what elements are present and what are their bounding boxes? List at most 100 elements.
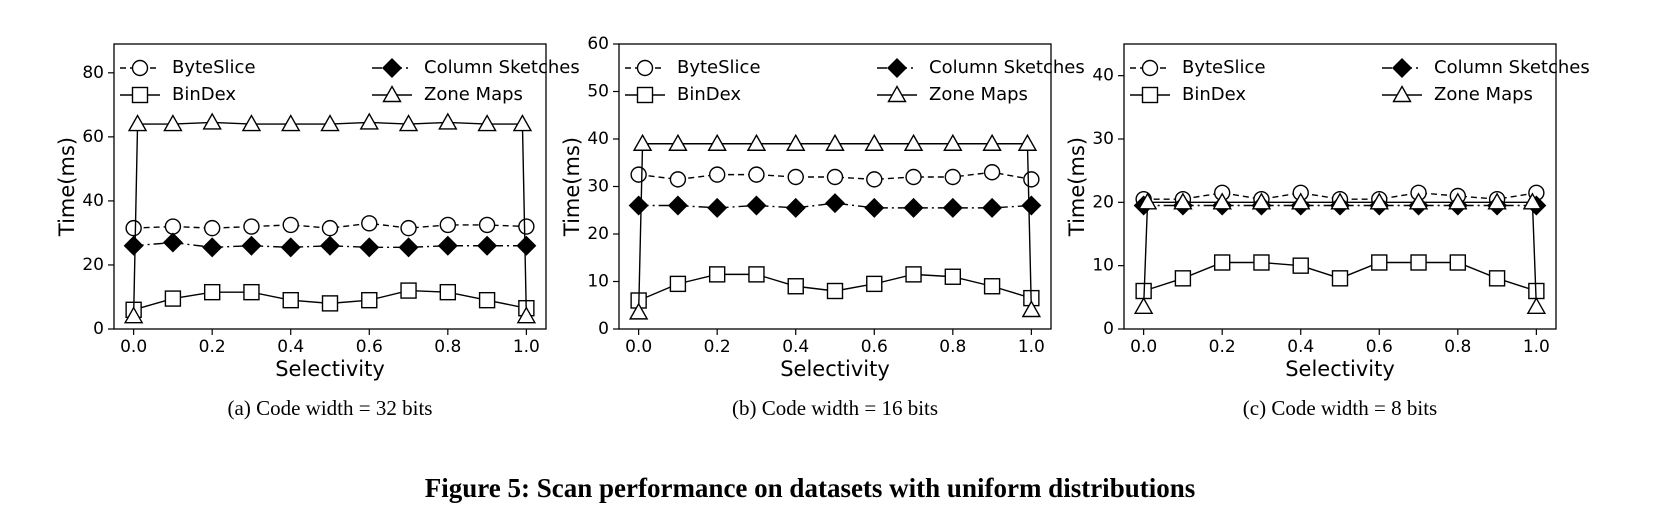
marker — [748, 266, 765, 283]
legend-marker — [636, 86, 654, 104]
series-line — [1143, 192, 1537, 200]
marker — [398, 114, 419, 132]
legend-marker — [1141, 59, 1159, 77]
marker — [280, 237, 301, 258]
y-tick-label: 0 — [598, 319, 609, 339]
x-tick-label: 0.4 — [782, 337, 809, 357]
marker — [321, 295, 339, 312]
y-tick-label: 10 — [1092, 256, 1114, 276]
marker — [400, 219, 417, 237]
x-axis-label: Selectivity — [275, 357, 385, 381]
legend-marker — [382, 85, 402, 103]
y-tick-label: 20 — [1092, 192, 1114, 212]
marker — [518, 218, 535, 235]
marker — [477, 114, 497, 132]
legend-marker — [131, 59, 149, 77]
legend-marker — [1141, 86, 1159, 104]
marker — [1213, 254, 1231, 271]
legend-label: Column Sketches — [1434, 57, 1590, 78]
x-tick-label: 0.6 — [861, 337, 888, 357]
marker — [826, 282, 844, 300]
marker — [241, 114, 262, 132]
marker — [944, 168, 962, 186]
legend-marker — [887, 85, 907, 103]
marker — [162, 232, 183, 253]
chart-subtitle: (a) Code width = 32 bits — [228, 396, 433, 420]
marker — [1449, 254, 1467, 271]
marker — [1137, 192, 1158, 210]
y-axis-label: Time(ms) — [560, 137, 584, 237]
y-tick-label: 60 — [587, 34, 609, 54]
marker — [125, 219, 142, 237]
series-line — [1142, 201, 1538, 307]
marker — [669, 171, 687, 188]
marker — [320, 114, 340, 132]
marker — [438, 112, 458, 130]
legend-label: BinDex — [1182, 84, 1246, 105]
marker — [630, 166, 647, 183]
plot-frame — [113, 43, 547, 330]
marker — [982, 133, 1002, 151]
y-tick-label: 30 — [587, 177, 609, 197]
marker — [905, 266, 922, 283]
marker — [282, 291, 299, 309]
legend-marker — [1392, 58, 1412, 78]
marker — [203, 283, 221, 301]
legend-marker — [887, 58, 907, 78]
marker — [1021, 195, 1042, 216]
marker — [786, 133, 806, 151]
marker — [361, 291, 378, 309]
x-tick-label: 0.0 — [625, 337, 652, 357]
marker — [439, 283, 457, 301]
marker — [825, 133, 845, 151]
x-tick-label: 1.0 — [1018, 337, 1045, 357]
marker — [864, 133, 884, 151]
marker — [1526, 296, 1547, 315]
marker — [1487, 192, 1507, 210]
marker — [164, 290, 182, 307]
marker — [1021, 300, 1042, 318]
marker — [243, 218, 260, 235]
y-tick-label: 0 — [1103, 319, 1114, 339]
legend-label: ByteSlice — [677, 57, 761, 78]
legend-label: BinDex — [677, 84, 741, 105]
marker — [866, 171, 883, 188]
marker — [202, 237, 223, 258]
marker — [787, 278, 804, 295]
marker — [359, 112, 379, 130]
marker — [1371, 254, 1388, 271]
x-tick-label: 0.4 — [1287, 337, 1314, 357]
y-tick-label: 20 — [587, 224, 609, 244]
marker — [785, 197, 806, 218]
x-tick-label: 0.8 — [1444, 337, 1471, 357]
y-tick-label: 80 — [82, 63, 104, 83]
legend-label: ByteSlice — [172, 57, 256, 78]
legend-label: Zone Maps — [929, 84, 1028, 105]
marker — [516, 235, 537, 256]
marker — [320, 235, 340, 256]
marker — [982, 197, 1003, 218]
marker — [983, 164, 1001, 181]
marker — [361, 215, 378, 232]
marker — [1133, 296, 1154, 315]
marker — [1291, 192, 1311, 210]
legend-label: Column Sketches — [929, 57, 1085, 78]
marker — [163, 114, 183, 132]
legend-label: BinDex — [172, 84, 236, 105]
marker — [127, 114, 148, 132]
x-tick-label: 1.0 — [513, 337, 540, 357]
x-tick-label: 0.2 — [199, 337, 226, 357]
x-tick-label: 0.0 — [1130, 337, 1157, 357]
x-tick-label: 0.8 — [939, 337, 966, 357]
figure-caption: Figure 5: Scan performance on datasets w… — [425, 473, 1196, 503]
marker — [903, 197, 924, 218]
y-tick-label: 20 — [82, 255, 104, 275]
marker — [123, 235, 144, 256]
marker — [708, 166, 726, 183]
y-tick-label: 40 — [82, 191, 104, 211]
x-tick-label: 0.8 — [434, 337, 461, 357]
marker — [1408, 192, 1429, 210]
series-line — [638, 202, 1032, 209]
marker — [669, 275, 687, 293]
y-tick-label: 30 — [1092, 129, 1114, 149]
